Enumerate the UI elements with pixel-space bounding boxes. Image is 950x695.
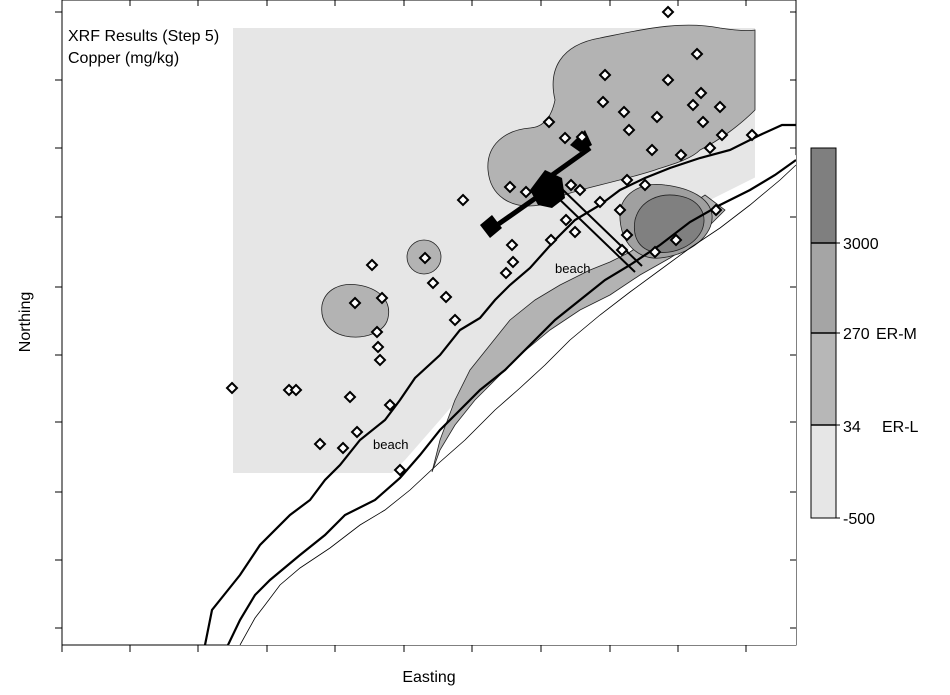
sample-point — [573, 183, 587, 197]
sample-point — [373, 353, 387, 367]
sample-point — [622, 123, 636, 137]
sample-point — [661, 73, 675, 87]
sample-point — [638, 178, 652, 192]
pier-arm-north — [546, 145, 592, 181]
shoreline-outer — [227, 159, 797, 646]
legend-class-270-3000 — [811, 243, 836, 333]
contour-over-3000 — [633, 194, 705, 253]
sample-point — [694, 86, 708, 100]
sample-point — [426, 276, 440, 290]
legend-label-3000: 3000 — [843, 236, 879, 253]
contour-small-blob-2 — [321, 283, 390, 338]
sample-point — [375, 291, 389, 305]
legend-label-270: 270 — [843, 326, 870, 343]
legend-label-34: 34 — [843, 419, 861, 436]
y-axis-label: Northing — [17, 292, 34, 352]
offshore-blank-area — [228, 155, 796, 645]
sample-point — [713, 100, 727, 114]
sample-point — [350, 425, 364, 439]
sample-point — [365, 258, 379, 272]
sample-point — [393, 463, 407, 477]
sample-point — [696, 115, 710, 129]
sample-point — [745, 128, 759, 142]
sample-point — [371, 340, 385, 354]
sample-point — [598, 68, 612, 82]
shoreline-inner — [203, 123, 796, 646]
legend-class-under-34 — [811, 425, 836, 518]
sample-point — [715, 128, 729, 142]
sample-point — [448, 313, 462, 327]
pier-head-west — [480, 215, 502, 238]
sample-point — [558, 131, 572, 145]
sample-point — [313, 437, 327, 451]
sample-point — [690, 47, 704, 61]
sample-point — [615, 243, 629, 257]
beach-label-1: beach — [555, 261, 590, 276]
map-title-line1: XRF Results (Step 5) — [68, 28, 219, 45]
sample-point — [505, 238, 519, 252]
sample-point — [225, 381, 239, 395]
legend-class-over-3000 — [811, 148, 836, 243]
sample-point — [439, 290, 453, 304]
sample-point — [593, 195, 607, 209]
sample-point — [370, 325, 384, 339]
sample-point — [568, 225, 582, 239]
sample-point — [650, 110, 664, 124]
sample-point — [596, 95, 610, 109]
sample-points — [225, 5, 759, 477]
sample-point — [575, 130, 589, 144]
sample-point — [418, 251, 432, 265]
shoreline-thin — [239, 164, 797, 646]
legend-class-34-270 — [811, 333, 836, 425]
x-axis-label: Easting — [402, 669, 455, 686]
legend: 3000 270 ER-M 34 ER-L -500 — [810, 147, 919, 528]
sample-point — [544, 233, 558, 247]
sample-point — [519, 185, 533, 199]
sample-point — [336, 441, 350, 455]
beach-label-2: beach — [373, 437, 408, 452]
sample-point — [669, 233, 683, 247]
sample-point — [620, 228, 634, 242]
sample-point — [506, 255, 520, 269]
map-title-line2: Copper (mg/kg) — [68, 50, 179, 67]
axis-ticks — [55, 0, 796, 652]
sample-point — [661, 5, 675, 19]
sample-point — [674, 148, 688, 162]
sample-point — [564, 178, 578, 192]
sample-point — [620, 173, 634, 187]
sample-point — [613, 203, 627, 217]
sample-point — [499, 266, 513, 280]
sample-point — [456, 193, 470, 207]
legend-label-min: -500 — [843, 511, 875, 528]
sample-point — [542, 115, 556, 129]
sample-point — [503, 180, 517, 194]
sample-point — [648, 245, 662, 259]
sample-point — [348, 296, 362, 310]
legend-label-erm: ER-M — [876, 326, 917, 343]
sample-point — [686, 98, 700, 112]
sample-point — [289, 383, 303, 397]
sample-point — [645, 143, 659, 157]
sample-point — [343, 390, 357, 404]
sample-point — [703, 141, 717, 155]
sample-point — [559, 213, 573, 227]
sample-point — [383, 398, 397, 412]
sample-point — [709, 203, 723, 217]
legend-label-erl: ER-L — [882, 419, 919, 436]
sample-point — [617, 105, 631, 119]
pier-walkway-a — [554, 194, 636, 273]
pier-walkway-b — [561, 188, 643, 267]
